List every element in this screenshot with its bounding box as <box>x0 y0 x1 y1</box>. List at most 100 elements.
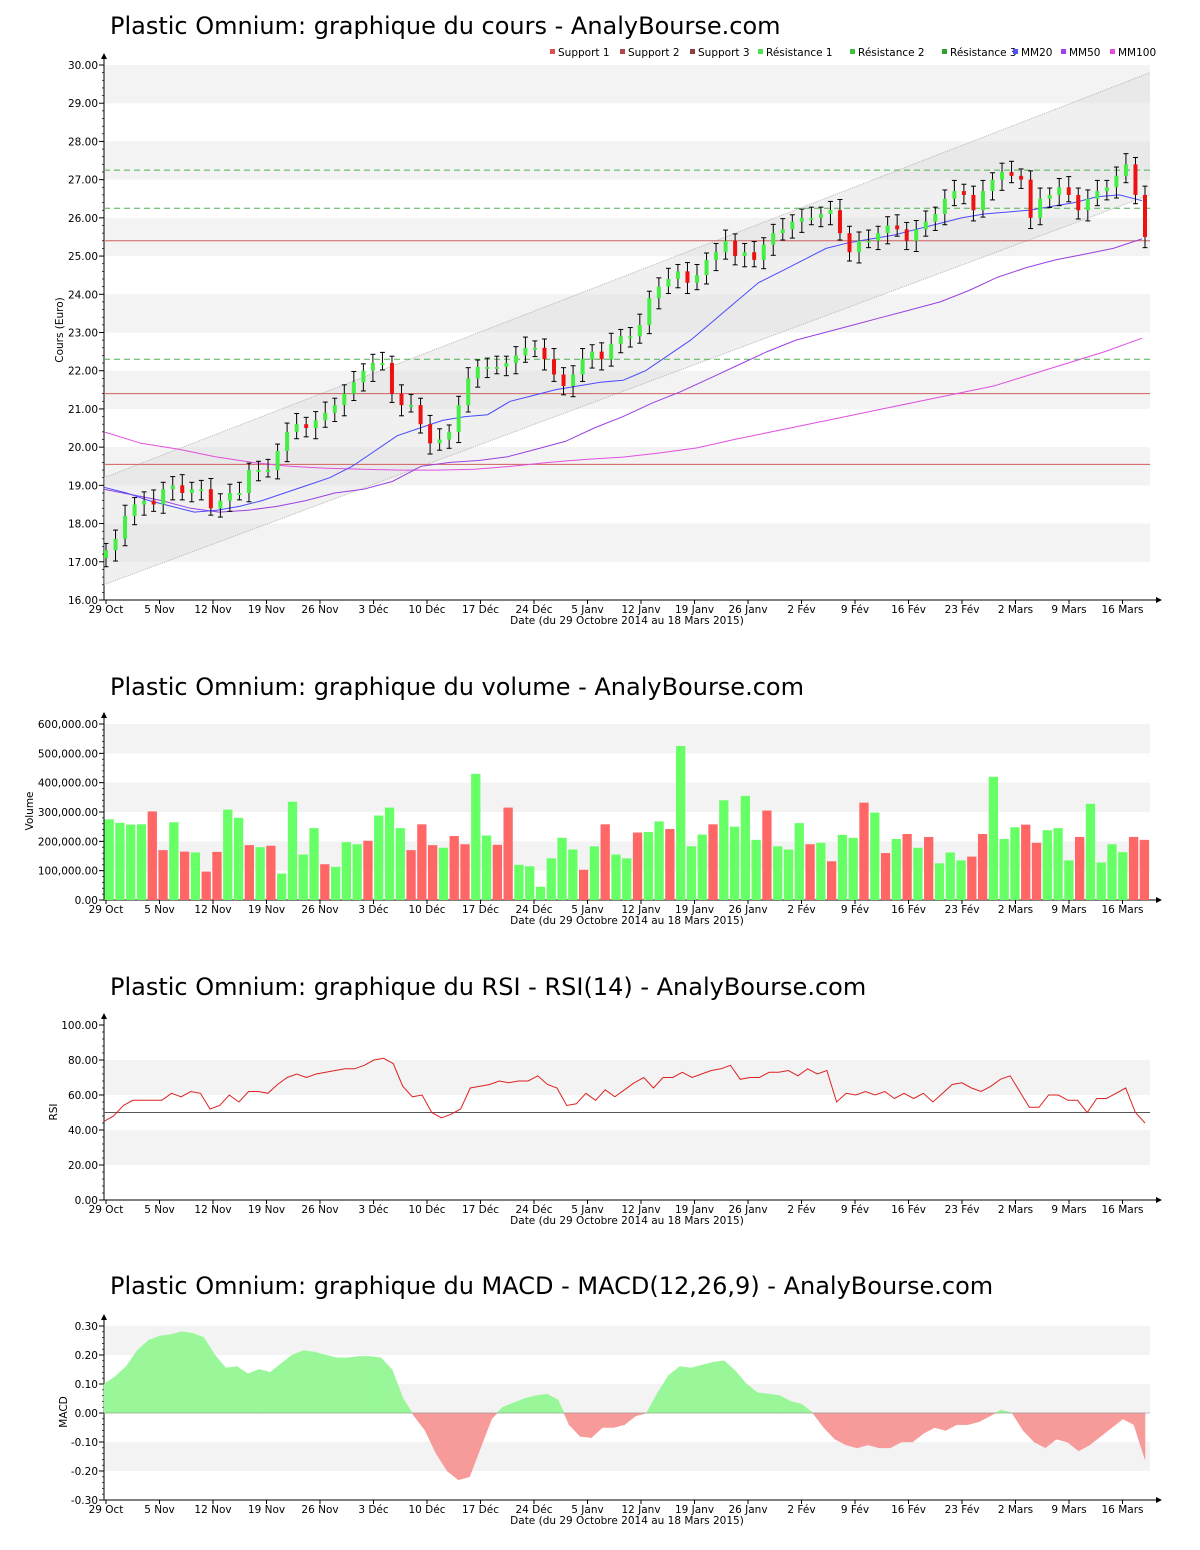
price-legend: Support 1 Support 2 Support 3 Résistance 1 R… <box>550 47 1156 59</box>
x-tick-label: 24 Déc <box>515 1504 552 1516</box>
candle-down <box>961 191 966 195</box>
volume-bar <box>826 861 837 900</box>
legend-label: Résistance 2 <box>858 47 925 59</box>
y-tick-label: 25.00 <box>68 251 98 263</box>
candle-up <box>466 378 471 406</box>
legend-label: Résistance 1 <box>766 47 833 59</box>
candle-up <box>104 550 108 558</box>
y-tick-label: 300,000.00 <box>38 807 98 819</box>
volume-bar <box>773 846 783 900</box>
volume-bar <box>417 824 427 900</box>
mm50-line <box>103 238 1143 513</box>
macd-area-negative <box>1033 1412 1046 1449</box>
volume-bar <box>179 851 190 900</box>
x-tick-label: 3 Déc <box>358 1204 389 1216</box>
macd-area-positive <box>757 1392 769 1414</box>
macd-area-negative <box>812 1412 825 1429</box>
volume-bar <box>438 847 449 900</box>
x-tick-label: 19 Janv <box>675 604 714 616</box>
candle-up <box>256 470 261 473</box>
y-tick-label: 100,000.00 <box>38 866 98 878</box>
volume-bar <box>277 873 287 900</box>
x-tick-label: 19 Nov <box>248 904 285 916</box>
volume-bar <box>913 847 923 900</box>
x-tick-label: 16 Mars <box>1102 904 1144 916</box>
macd-plot-area: -0.30 -0.20 -0.10 0.00 0.10 0.20 0.30 29 Oct 5 N… <box>71 1314 1162 1516</box>
macd-chart: Plastic Omnium: graphique du MACD - MACD… <box>58 1272 1162 1527</box>
y-tick-label: 23.00 <box>68 328 98 340</box>
x-tick-label: 16 Fév <box>891 604 926 616</box>
y-tick-label: 17.00 <box>68 557 98 569</box>
x-tick-label: 2 Mars <box>998 904 1033 916</box>
candle-up <box>571 374 576 386</box>
x-tick-label: 9 Mars <box>1051 904 1086 916</box>
macd-area-positive <box>269 1363 282 1414</box>
volume-bar <box>266 845 276 900</box>
rsi-y-axis-label: RSI <box>48 1103 60 1120</box>
volume-bar <box>471 773 481 900</box>
volume-bar <box>104 819 114 900</box>
candle-up <box>189 489 194 493</box>
candle-up <box>113 538 118 551</box>
macd-area-positive <box>247 1369 260 1414</box>
macd-area-positive <box>314 1351 326 1414</box>
x-tick-label: 16 Fév <box>891 904 926 916</box>
candle-up <box>380 363 385 366</box>
volume-bar <box>751 839 761 900</box>
candle-up <box>475 366 480 379</box>
x-tick-label: 24 Déc <box>515 904 552 916</box>
candle-up <box>437 439 442 444</box>
candle-up <box>294 424 299 432</box>
legend-swatch <box>1061 49 1066 54</box>
y-tick-label: 200,000.00 <box>38 836 98 848</box>
x-axis-arrow <box>1156 897 1162 903</box>
legend-swatch <box>758 49 763 54</box>
macd-area-positive <box>136 1339 149 1414</box>
macd-area-positive <box>668 1365 681 1414</box>
channel-upper-line <box>103 72 1151 479</box>
volume-bar <box>1021 824 1031 900</box>
macd-y-axis-label: MACD <box>58 1396 70 1427</box>
volume-bar <box>460 844 470 900</box>
y-tick-label: 18.00 <box>68 519 98 531</box>
candle-up <box>771 233 776 245</box>
candle-down <box>418 405 423 425</box>
y-tick-label: 27.00 <box>68 175 98 187</box>
macd-area-negative <box>989 1412 996 1417</box>
macd-area-positive <box>181 1331 193 1414</box>
macd-area-negative <box>1100 1412 1113 1437</box>
y-tick-label: 600,000.00 <box>38 719 98 731</box>
volume-bar <box>115 822 125 900</box>
candle-up <box>799 217 804 222</box>
grid-band <box>104 724 1150 754</box>
volume-bar <box>945 852 955 900</box>
candle-up <box>123 515 128 539</box>
y-tick-label: 0.10 <box>75 1379 98 1391</box>
macd-area-positive <box>325 1354 337 1414</box>
price-x-axis-label: Date (du 29 Octobre 2014 au 18 Mars 2015… <box>510 615 744 627</box>
y-tick-label: 22.00 <box>68 366 98 378</box>
y-tick-label: 0.00 <box>75 895 98 907</box>
macd-area-positive <box>125 1349 138 1414</box>
candle-up <box>637 324 642 337</box>
x-tick-label: 23 Fév <box>945 1504 980 1516</box>
rsi-x-axis-label: Date (du 29 Octobre 2014 au 18 Mars 2015… <box>510 1215 744 1227</box>
rsi-chart-title: Plastic Omnium: graphique du RSI - RSI(1… <box>110 973 866 1001</box>
volume-bar <box>805 844 815 900</box>
candle-up <box>351 382 356 394</box>
macd-area-positive <box>657 1374 670 1414</box>
macd-area-negative <box>845 1412 858 1449</box>
volume-bar <box>212 851 222 900</box>
macd-area-negative <box>1122 1412 1135 1426</box>
candle-up <box>761 244 766 260</box>
legend-label: Support 2 <box>628 47 680 59</box>
candle-up <box>818 214 823 218</box>
volume-bar <box>309 828 319 900</box>
rsi-line <box>103 1057 1146 1124</box>
candle-up <box>1104 187 1109 192</box>
candle-up <box>647 298 652 325</box>
candle-up <box>609 343 614 360</box>
candle-down <box>685 271 690 283</box>
x-tick-label: 2 Fév <box>787 1504 815 1516</box>
candle-down <box>304 424 309 429</box>
